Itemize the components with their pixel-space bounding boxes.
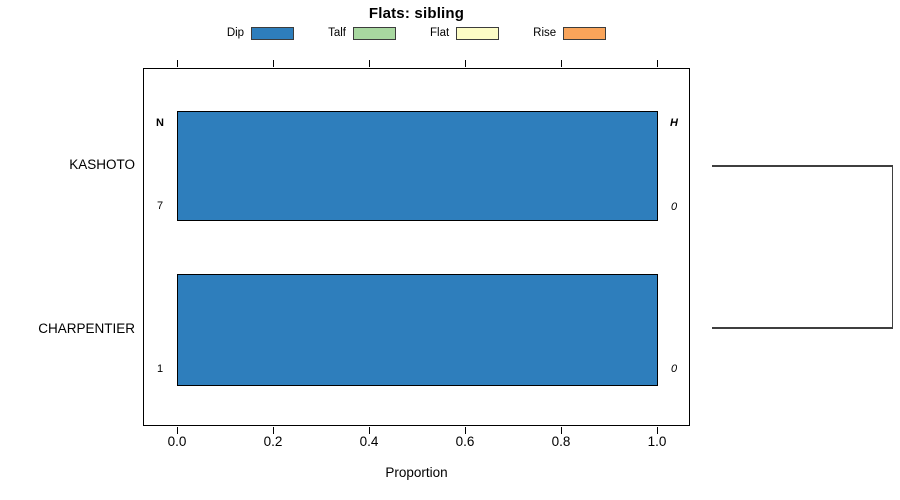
legend-label-dip: Dip (226, 27, 245, 39)
x-axis-tick (369, 60, 371, 67)
dendrogram-branch-kashoto (712, 165, 893, 167)
x-axis-tick (369, 427, 371, 434)
bar-charpentier-dip (177, 274, 658, 386)
y-label-charpentier: CHARPENTIER (38, 321, 135, 336)
legend-label-rise: Rise (533, 27, 557, 39)
legend: Dip Talf Flat Rise (143, 24, 690, 42)
n-value-kashoto: 7 (156, 200, 164, 212)
legend-label-flat: Flat (429, 27, 450, 39)
x-axis-tick (561, 60, 563, 67)
x-axis-tick (273, 60, 275, 67)
h-value-kashoto: 0 (670, 201, 678, 213)
bar-track-charpentier (177, 274, 658, 386)
legend-item-dip: Dip (226, 26, 295, 40)
dendrogram-join (891, 165, 894, 328)
x-axis-title: Proportion (385, 465, 448, 480)
x-axis-tick (465, 427, 467, 434)
x-axis-tick (177, 60, 179, 67)
x-tick-label: 0.2 (263, 434, 283, 449)
legend-swatch-rise (563, 26, 607, 40)
x-tick-label: 1.0 (647, 434, 667, 449)
legend-swatch-dip (251, 26, 295, 40)
n-value-charpentier: 1 (156, 363, 164, 375)
x-tick-label: 0.4 (359, 434, 379, 449)
x-tick-label: 0.6 (455, 434, 475, 449)
legend-label-talf: Talf (328, 27, 346, 39)
x-axis-tick (657, 427, 659, 434)
x-tick-label: 0.8 (551, 434, 571, 449)
bar-kashoto-dip (177, 111, 658, 221)
bar-track-kashoto (177, 111, 658, 221)
plot-area: N 7 1 H 0 0 (143, 60, 690, 434)
legend-swatch-flat (456, 26, 500, 40)
n-column-header: N (156, 117, 164, 129)
h-column-header: H (670, 117, 678, 129)
x-axis-tick (177, 427, 179, 434)
y-label-kashoto: KASHOTO (69, 157, 135, 172)
x-axis-tick (273, 427, 275, 434)
x-axis-tick (561, 427, 563, 434)
legend-swatch-talf (352, 26, 396, 40)
dendrogram-branch-charpentier (712, 327, 893, 329)
legend-item-rise: Rise (533, 26, 607, 40)
x-axis-tick (465, 60, 467, 67)
chart-title: Flats: sibling (368, 5, 465, 22)
x-axis-tick (657, 60, 659, 67)
h-value-charpentier: 0 (670, 363, 678, 375)
legend-item-flat: Flat (429, 26, 500, 40)
legend-item-talf: Talf (328, 26, 396, 40)
x-tick-label: 0.0 (167, 434, 187, 449)
